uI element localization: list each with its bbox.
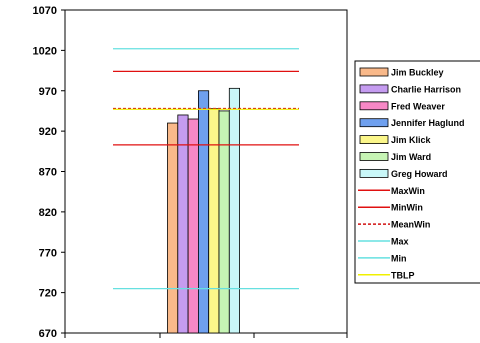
legend-label-4: Jim Klick — [391, 135, 432, 145]
legend-swatch-1 — [359, 84, 389, 94]
y-tick-label-7: 1020 — [33, 45, 57, 57]
legend-swatch-5 — [359, 152, 389, 161]
legend-swatch-6 — [359, 168, 389, 178]
bar-2 — [187, 118, 199, 334]
legend-label-7: MaxWin — [391, 186, 425, 196]
y-axis: 670 720 770 820 870 920 970 1020 1070 — [33, 5, 348, 340]
y-tick-label-6: 970 — [39, 86, 57, 98]
bar-6 — [228, 87, 241, 334]
y-tick-label-0: 670 — [39, 328, 57, 340]
y-tick-label-4: 870 — [39, 167, 57, 179]
legend-label-10: Max — [391, 237, 409, 247]
y-tick-label-3: 820 — [39, 207, 57, 219]
plot-area — [64, 9, 348, 334]
legend-label-6: Greg Howard — [391, 169, 448, 179]
legend-swatch-4 — [359, 135, 389, 145]
y-tick-label-1: 720 — [39, 288, 57, 300]
bar-1 — [177, 114, 189, 334]
legend-swatch-2 — [359, 101, 389, 111]
bar-4 — [208, 108, 220, 334]
legend-label-5: Jim Ward — [391, 152, 431, 162]
bar-3 — [197, 90, 210, 334]
legend: Jim Buckley Charlie Harrison Fred Weaver Je… — [354, 60, 480, 284]
bar-0 — [167, 122, 179, 334]
legend-label-0: Jim Buckley — [391, 68, 444, 78]
legend-label-11: Min — [391, 253, 407, 263]
legend-swatch-0 — [359, 67, 389, 77]
legend-label-1: Charlie Harrison — [391, 84, 461, 94]
legend-swatch-3 — [359, 118, 389, 128]
bar-5 — [218, 110, 230, 334]
legend-label-9: MeanWin — [391, 220, 430, 230]
legend-label-2: Fred Weaver — [391, 101, 445, 111]
legend-label-3: Jennifer Haglund — [391, 118, 465, 128]
legend-label-12: TBLP — [391, 270, 415, 280]
y-tick-label-5: 920 — [39, 126, 57, 138]
legend-label-8: MinWin — [391, 203, 423, 213]
y-tick-label-8: 1070 — [33, 5, 57, 17]
y-tick-label-2: 770 — [39, 247, 57, 259]
